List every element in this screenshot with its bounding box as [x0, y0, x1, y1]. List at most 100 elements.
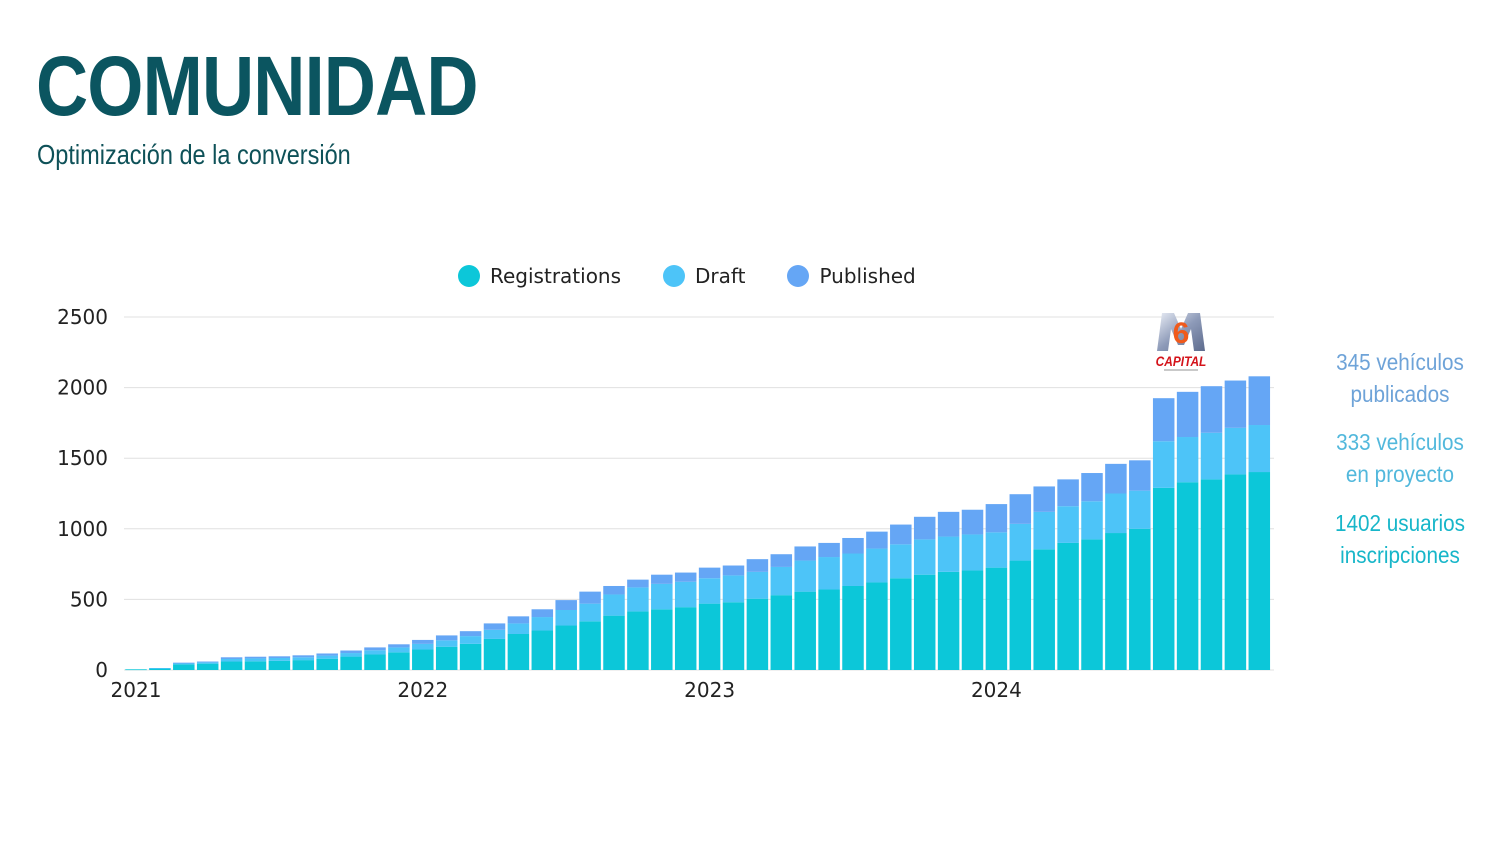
legend-swatch-published — [787, 265, 810, 287]
bar-draft-2022-01 — [412, 643, 434, 650]
bar-registrations-2023-09 — [890, 578, 912, 670]
bar-draft-2021-09 — [316, 655, 338, 659]
bar-registrations-2023-06 — [818, 589, 840, 670]
bar-group-2023-09 — [890, 524, 912, 670]
bar-published-2022-02 — [435, 635, 458, 641]
bar-published-2021-11 — [364, 647, 386, 651]
bar-draft-2022-02 — [435, 640, 458, 647]
bar-published-2024-08 — [1152, 398, 1175, 442]
bar-published-2024-01 — [985, 504, 1008, 533]
bar-group-2021-09 — [316, 653, 338, 670]
bar-draft-2024-04 — [1057, 506, 1079, 543]
bar-draft-2023-04 — [770, 566, 793, 596]
legend-label-published: Published — [819, 264, 916, 288]
bar-published-2023-08 — [866, 531, 888, 549]
bar-registrations-2022-05 — [507, 633, 530, 670]
bar-group-2023-03 — [746, 559, 769, 670]
bar-registrations-2022-04 — [483, 638, 506, 670]
bar-draft-2024-01 — [985, 532, 1008, 568]
chart-legend: Registrations Draft Published — [458, 264, 958, 288]
bar-registrations-2022-02 — [435, 646, 458, 670]
bar-group-2024-07 — [1129, 460, 1151, 670]
legend-item-published[interactable]: Published — [787, 264, 916, 288]
bar-group-2024-08 — [1152, 398, 1175, 670]
bar-published-2021-05 — [220, 657, 243, 659]
bar-registrations-2023-03 — [746, 598, 769, 670]
legend-item-registrations[interactable]: Registrations — [458, 264, 621, 288]
bar-draft-2022-07 — [555, 609, 577, 626]
bar-published-2023-12 — [961, 509, 984, 535]
bar-draft-2024-06 — [1105, 493, 1127, 534]
bar-draft-2022-05 — [507, 623, 530, 634]
bar-registrations-2021-04 — [196, 663, 219, 670]
bar-draft-2024-08 — [1152, 441, 1175, 488]
stat-draft-line2: en proyecto — [1345, 461, 1455, 487]
bar-group-2024-11 — [1224, 380, 1247, 670]
bar-group-2023-02 — [722, 565, 745, 670]
bar-published-2024-06 — [1105, 463, 1127, 494]
m-letter-icon — [1157, 313, 1205, 351]
bar-registrations-2021-07 — [268, 660, 291, 670]
bar-published-2024-10 — [1200, 386, 1223, 433]
y-tick-label: 2000 — [57, 376, 108, 400]
bar-group-2024-12 — [1248, 376, 1271, 670]
bar-published-2024-12 — [1248, 376, 1271, 426]
bar-published-2024-11 — [1224, 380, 1247, 428]
bar-group-2021-07 — [268, 656, 291, 670]
bar-registrations-2021-05 — [220, 661, 243, 670]
bar-group-2021-11 — [364, 647, 386, 670]
bar-draft-2023-06 — [818, 557, 840, 590]
bar-registrations-2022-10 — [627, 611, 649, 670]
logo-number: 6 — [1173, 317, 1190, 350]
bar-group-2022-04 — [483, 623, 506, 670]
bar-published-2021-10 — [340, 650, 362, 654]
bar-draft-2024-09 — [1176, 437, 1199, 483]
bar-published-2023-09 — [890, 524, 912, 545]
bar-group-2024-06 — [1105, 463, 1127, 670]
bar-registrations-2023-02 — [722, 602, 745, 670]
bar-published-2024-04 — [1057, 479, 1079, 507]
bar-group-2024-09 — [1176, 391, 1199, 670]
bar-draft-2024-10 — [1200, 432, 1223, 480]
stat-registrations-line1: 1402 usuarios — [1334, 510, 1466, 536]
bar-registrations-2024-04 — [1057, 542, 1079, 670]
bar-group-2023-10 — [913, 516, 936, 670]
bar-registrations-2022-08 — [579, 621, 601, 670]
bar-published-2022-04 — [483, 623, 506, 630]
bar-registrations-2024-10 — [1200, 479, 1223, 670]
bar-registrations-2024-07 — [1129, 528, 1151, 670]
bar-draft-2022-04 — [483, 629, 506, 639]
bar-published-2022-10 — [627, 579, 649, 588]
bar-registrations-2022-07 — [555, 625, 577, 670]
bar-registrations-2023-11 — [937, 571, 960, 670]
bar-draft-2022-06 — [531, 617, 554, 631]
bar-draft-2023-10 — [913, 539, 936, 575]
bar-published-2022-05 — [507, 616, 530, 624]
bar-draft-2023-08 — [866, 548, 888, 583]
bar-group-2022-01 — [412, 639, 434, 670]
bar-draft-2021-02 — [149, 668, 171, 669]
bar-draft-2021-07 — [268, 657, 291, 661]
bar-registrations-2021-12 — [388, 652, 410, 670]
page-subtitle: Optimización de la conversión — [37, 139, 351, 170]
y-tick-label: 0 — [95, 658, 108, 682]
y-tick-label: 500 — [70, 587, 108, 611]
bar-published-2023-01 — [698, 567, 721, 579]
bar-published-2021-03 — [173, 662, 195, 664]
bar-group-2022-12 — [674, 572, 697, 670]
bar-draft-2023-11 — [937, 536, 960, 572]
bar-published-2024-09 — [1176, 391, 1199, 438]
bar-draft-2021-04 — [196, 662, 219, 664]
bar-group-2022-07 — [555, 600, 577, 670]
stat-draft-line1: 333 vehículos — [1336, 429, 1464, 455]
bar-registrations-2022-12 — [674, 607, 697, 670]
legend-swatch-draft — [663, 265, 686, 287]
bar-draft-2024-11 — [1224, 427, 1247, 475]
bar-published-2021-07 — [268, 656, 291, 658]
bar-published-2021-06 — [244, 656, 267, 659]
bar-published-2022-08 — [579, 591, 601, 604]
bar-registrations-2024-12 — [1248, 472, 1271, 670]
bar-group-2023-08 — [866, 531, 888, 670]
legend-item-draft[interactable]: Draft — [663, 264, 745, 288]
bar-group-2021-05 — [220, 657, 243, 670]
